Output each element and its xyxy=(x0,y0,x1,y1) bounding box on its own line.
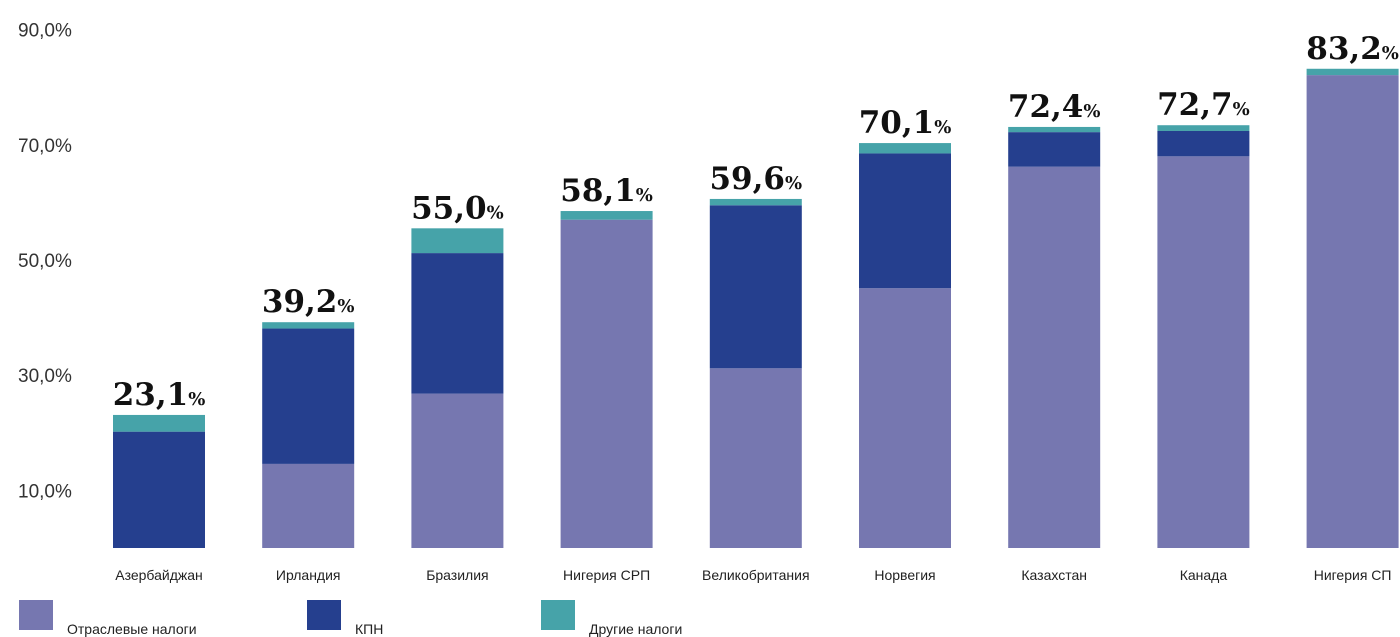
total-label: 55,0% xyxy=(411,190,504,226)
total-labels: 23,1%39,2%55,0%58,1% 59,6%70,1%72,4% 72,7%… xyxy=(113,31,1399,413)
total-unit: % xyxy=(785,173,802,194)
total-value: 39,2 xyxy=(262,284,338,320)
total-value: 58,1 xyxy=(560,173,636,209)
bar-segment-cit xyxy=(262,328,355,464)
y-tick-label: 10,0% xyxy=(18,481,72,502)
y-tick-label: 50,0% xyxy=(18,251,72,272)
total-value: 70,1 xyxy=(859,105,935,141)
total-value: 83,2 xyxy=(1306,31,1382,67)
x-tick-label: Казахстан xyxy=(1021,567,1087,583)
bar-segment-cit xyxy=(1157,130,1250,157)
total-value: 72,7 xyxy=(1157,87,1233,123)
x-tick-label: Нигерия СРП xyxy=(563,567,650,583)
bar-segment-cit xyxy=(411,253,504,394)
bar-segment-cit xyxy=(709,205,802,369)
legend-label: Другие налоги xyxy=(589,621,683,637)
total-unit: % xyxy=(487,202,504,223)
total-unit: % xyxy=(1382,43,1399,64)
bar-segment-industry xyxy=(859,288,951,548)
bar-segment-cit xyxy=(859,153,951,289)
total-value: 55,0 xyxy=(411,190,487,226)
x-axis: Азербайджан Ирландия Бразилия Нигерия СРП Ве… xyxy=(115,567,1391,583)
total-unit: % xyxy=(934,117,951,138)
bar-segment-other xyxy=(113,414,205,432)
bar-segment-industry xyxy=(709,368,802,548)
total-label: 72,7% xyxy=(1157,87,1250,123)
total-unit: % xyxy=(337,296,354,317)
legend-item-cit: КПН xyxy=(307,600,507,637)
total-label: 72,4% xyxy=(1008,89,1101,125)
x-tick-label: Бразилия xyxy=(426,567,488,583)
total-value: 72,4 xyxy=(1008,89,1084,125)
bars xyxy=(113,68,1399,549)
total-unit: % xyxy=(636,185,653,206)
total-label: 58,1% xyxy=(560,173,653,209)
legend-label: Отраслевые налоги xyxy=(67,621,197,637)
bar-segment-other xyxy=(1008,126,1101,133)
x-tick-label: Норвегия xyxy=(874,567,935,583)
total-unit: % xyxy=(1233,99,1250,120)
total-unit: % xyxy=(1083,101,1100,122)
total-label: 83,2% xyxy=(1306,31,1399,67)
legend-swatch xyxy=(307,600,341,630)
total-value: 59,6 xyxy=(709,161,785,197)
bar-segment-industry xyxy=(411,393,504,548)
x-tick-label: Азербайджан xyxy=(115,567,203,583)
bar-segment-other xyxy=(1157,125,1250,131)
total-unit: % xyxy=(188,389,205,410)
x-tick-label: Канада xyxy=(1180,567,1228,583)
y-axis: 90,0% 70,0% 50,0% 30,0% 10,0% xyxy=(18,21,72,503)
total-label: 70,1% xyxy=(859,105,952,141)
bar-segment-cit xyxy=(113,431,205,548)
x-tick-label: Нигерия СП xyxy=(1314,567,1392,583)
stacked-bar-chart: 90,0%70,0%50,0%30,0%10,0% 23,1%39,2%55,0… xyxy=(18,21,1399,583)
legend-label: КПН xyxy=(355,621,384,637)
bar-segment-other xyxy=(560,211,653,220)
total-label: 59,6% xyxy=(709,161,802,197)
bar-segment-other xyxy=(262,322,355,329)
bar-segment-industry xyxy=(262,463,355,548)
total-value: 23,1 xyxy=(113,377,189,413)
legend-item-other-taxes: Другие налоги xyxy=(541,600,801,637)
total-label: 23,1% xyxy=(113,377,206,413)
x-tick-label: Великобритания xyxy=(702,567,810,583)
legend-swatch xyxy=(541,600,575,630)
bar-segment-industry xyxy=(560,219,653,548)
y-tick-label: 30,0% xyxy=(18,366,72,387)
legend-item-industry-taxes: Отраслевые налоги xyxy=(19,600,279,637)
legend-swatch xyxy=(19,600,53,630)
bar-segment-industry xyxy=(1306,75,1399,548)
bar-segment-other xyxy=(1306,68,1399,76)
total-label: 39,2% xyxy=(262,284,355,320)
bar-segment-industry xyxy=(1008,166,1101,549)
x-tick-label: Ирландия xyxy=(276,567,341,583)
bar-segment-cit xyxy=(1008,132,1101,167)
legend: Отраслевые налоги КПН Другие налоги xyxy=(0,600,1400,637)
bar-segment-industry xyxy=(1157,156,1250,548)
bar-segment-other xyxy=(859,143,951,154)
bar-segment-other xyxy=(709,198,802,206)
bar-segment-other xyxy=(411,228,504,254)
y-tick-label: 70,0% xyxy=(18,136,72,157)
y-tick-label: 90,0% xyxy=(18,21,72,42)
